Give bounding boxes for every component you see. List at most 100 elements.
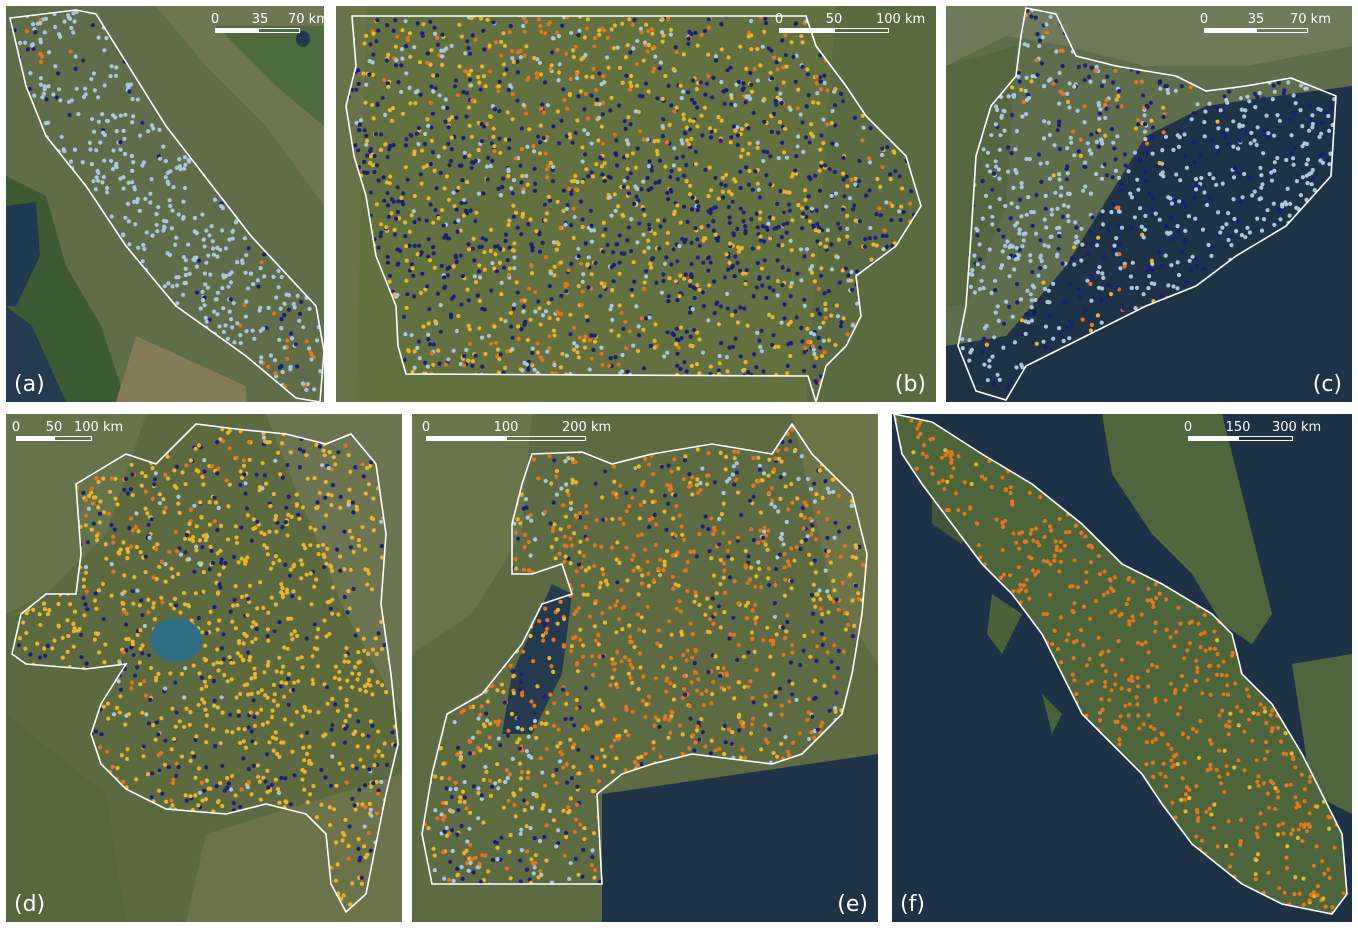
sample-point bbox=[428, 19, 433, 24]
sample-point bbox=[788, 107, 793, 112]
sample-point bbox=[431, 73, 436, 78]
sample-point bbox=[882, 228, 887, 233]
sample-point bbox=[653, 180, 658, 185]
sample-point bbox=[1215, 144, 1220, 149]
sample-point bbox=[1043, 324, 1048, 329]
sample-point bbox=[764, 295, 769, 301]
sample-point bbox=[1151, 195, 1156, 200]
sample-point bbox=[628, 122, 633, 127]
sample-point bbox=[465, 287, 470, 292]
sample-point bbox=[404, 71, 409, 76]
sample-point bbox=[571, 235, 576, 240]
sample-point bbox=[550, 50, 555, 55]
sample-point bbox=[547, 198, 552, 203]
sample-point bbox=[749, 18, 754, 24]
sample-point bbox=[875, 176, 880, 182]
sample-point bbox=[796, 134, 801, 139]
sample-point bbox=[559, 118, 564, 123]
sample-point bbox=[800, 64, 805, 69]
sample-point bbox=[1278, 217, 1283, 222]
sample-point bbox=[451, 348, 456, 353]
sample-point bbox=[765, 227, 770, 232]
sample-point bbox=[465, 39, 470, 44]
sample-point bbox=[551, 164, 556, 169]
sample-point bbox=[38, 82, 43, 87]
sample-point bbox=[579, 199, 584, 204]
sample-point bbox=[755, 181, 760, 186]
sample-point bbox=[390, 106, 395, 111]
sample-point bbox=[579, 261, 584, 266]
sample-point bbox=[780, 38, 785, 43]
sample-point bbox=[643, 81, 649, 86]
sample-point bbox=[776, 224, 781, 229]
sample-point bbox=[1057, 146, 1062, 152]
sample-point bbox=[625, 238, 630, 243]
sample-point bbox=[454, 259, 459, 264]
sample-point bbox=[1098, 107, 1103, 112]
sample-point bbox=[1287, 117, 1293, 122]
sample-point bbox=[647, 222, 652, 227]
sample-point bbox=[507, 218, 512, 223]
sample-point bbox=[589, 228, 594, 233]
sample-point bbox=[968, 272, 973, 277]
sample-point bbox=[1015, 300, 1020, 305]
sample-point bbox=[839, 91, 844, 96]
sample-point bbox=[425, 51, 430, 56]
sample-point bbox=[454, 115, 459, 120]
sample-point bbox=[1069, 323, 1074, 328]
sample-point bbox=[1030, 74, 1035, 79]
sample-point bbox=[217, 324, 222, 329]
sample-point bbox=[818, 87, 824, 92]
sample-point bbox=[1166, 283, 1171, 288]
sample-point bbox=[388, 174, 393, 179]
sample-point bbox=[440, 54, 445, 59]
sample-point bbox=[662, 354, 667, 359]
sample-point bbox=[42, 84, 47, 89]
sample-point bbox=[1090, 215, 1095, 220]
sample-point bbox=[395, 262, 400, 267]
sample-point bbox=[997, 147, 1002, 152]
sample-point bbox=[626, 115, 631, 120]
sample-point bbox=[766, 312, 772, 317]
sample-point bbox=[1056, 246, 1061, 251]
sample-point bbox=[211, 252, 216, 257]
sample-point bbox=[95, 168, 100, 173]
sample-point bbox=[622, 119, 627, 124]
sample-point bbox=[354, 120, 359, 125]
sample-point bbox=[669, 27, 674, 32]
sample-point bbox=[1094, 243, 1100, 248]
sample-point bbox=[982, 362, 987, 367]
sample-point bbox=[510, 191, 515, 196]
sample-point bbox=[436, 215, 441, 221]
sample-point bbox=[488, 114, 493, 119]
sample-point bbox=[109, 158, 114, 164]
sample-point bbox=[1006, 169, 1011, 174]
sample-point bbox=[100, 112, 105, 117]
sample-point bbox=[501, 176, 506, 181]
sample-point bbox=[593, 261, 598, 266]
sample-point bbox=[585, 262, 590, 267]
sample-point bbox=[532, 149, 537, 154]
sample-point bbox=[524, 44, 529, 49]
sample-point bbox=[537, 151, 543, 156]
sample-point bbox=[692, 327, 697, 333]
sample-point bbox=[703, 92, 708, 97]
sample-point bbox=[563, 284, 568, 289]
sample-point bbox=[607, 363, 612, 368]
sample-point bbox=[685, 219, 690, 224]
sample-point bbox=[576, 246, 581, 251]
sample-point bbox=[1118, 266, 1123, 271]
sample-point bbox=[601, 141, 606, 146]
sample-point bbox=[775, 258, 780, 263]
sample-point bbox=[27, 86, 32, 92]
sample-point bbox=[726, 204, 731, 210]
sample-point bbox=[1033, 297, 1038, 303]
sample-point bbox=[735, 226, 740, 232]
sample-point bbox=[1086, 74, 1091, 79]
sample-point bbox=[629, 84, 634, 89]
sample-point bbox=[1171, 147, 1176, 152]
sample-point bbox=[775, 67, 780, 72]
sample-point bbox=[1182, 154, 1188, 159]
sample-point bbox=[277, 337, 282, 342]
sample-point bbox=[542, 202, 547, 207]
